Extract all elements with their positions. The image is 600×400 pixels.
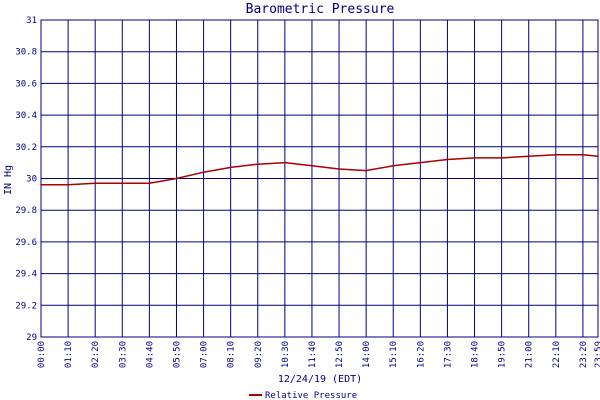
- y-tick-label: 30.2: [15, 143, 37, 153]
- legend-label: Relative Pressure: [265, 391, 357, 400]
- y-tick-label: 30: [26, 175, 37, 185]
- data-point: [555, 153, 557, 156]
- data-point: [582, 153, 584, 156]
- legend: Relative Pressure: [249, 391, 357, 400]
- x-tick-label: 08:10: [227, 341, 237, 368]
- x-tick-label: 17:30: [443, 341, 453, 368]
- x-tick-label: 21:00: [525, 341, 535, 368]
- data-point: [311, 165, 313, 167]
- series-line-relative-pressure: [41, 153, 599, 186]
- data-point: [365, 169, 367, 172]
- data-point: [121, 182, 124, 185]
- data-point: [229, 166, 232, 169]
- x-tick-label: 18:40: [471, 341, 481, 368]
- x-tick-label: 03:30: [118, 341, 128, 368]
- x-tick-label: 23:59: [594, 341, 600, 368]
- x-tick-label: 11:40: [308, 341, 318, 368]
- x-tick-label: 00:00: [37, 341, 47, 368]
- y-tick-label: 30.6: [15, 79, 37, 89]
- x-tick-label: 05:50: [172, 341, 182, 368]
- grid: [40, 19, 599, 338]
- y-tick-label: 29.6: [15, 238, 37, 248]
- series-layer: [40, 153, 599, 186]
- data-point: [392, 165, 395, 167]
- data-point: [446, 158, 449, 161]
- x-tick-label: 16:20: [416, 341, 426, 368]
- x-tick-label: 10:30: [281, 341, 291, 368]
- y-axis-label: IN Hg: [3, 165, 14, 195]
- data-point: [175, 177, 178, 180]
- data-point: [419, 161, 422, 164]
- x-tick-label: 02:20: [91, 341, 101, 368]
- x-axis-ticks: 00:00 01:10 02:20 03:30 04:40 05:50 07:00 08:10…: [37, 341, 600, 368]
- y-tick-label: 29.4: [15, 270, 37, 280]
- x-tick-label: 07:00: [200, 341, 210, 368]
- chart-title: Barometric Pressure: [246, 2, 395, 17]
- data-point: [527, 155, 530, 158]
- x-tick-label: 19:50: [498, 341, 508, 368]
- data-point: [473, 157, 476, 159]
- data-point: [284, 161, 286, 164]
- x-tick-label: 22:10: [552, 341, 562, 368]
- data-point: [338, 168, 340, 170]
- y-axis-ticks: 29 29.2 29.4 29.6 29.8 30 30.2 30.4 30.6 30.8 31: [15, 16, 37, 343]
- y-tick-label: 29: [26, 333, 37, 343]
- y-tick-label: 30.4: [15, 111, 37, 121]
- data-point: [94, 182, 96, 185]
- x-tick-label: 15:10: [389, 341, 399, 368]
- data-point: [256, 163, 259, 166]
- data-point: [67, 184, 69, 186]
- data-point: [500, 157, 503, 159]
- data-point: [597, 155, 599, 158]
- y-tick-label: 29.8: [15, 206, 37, 216]
- x-tick-label: 12:50: [335, 341, 345, 368]
- data-point: [40, 184, 42, 186]
- data-point: [148, 182, 151, 185]
- x-tick-label: 01:10: [64, 341, 74, 368]
- data-point: [202, 171, 205, 173]
- x-tick-label: 04:40: [145, 341, 155, 368]
- x-axis-label: 12/24/19 (EDT): [278, 374, 362, 385]
- x-tick-label: 23:20: [579, 341, 589, 368]
- y-tick-label: 29.2: [15, 301, 37, 311]
- x-tick-label: 09:20: [254, 341, 264, 368]
- x-tick-label: 14:00: [362, 341, 372, 368]
- y-tick-label: 31: [26, 16, 37, 26]
- y-tick-label: 30.8: [15, 48, 37, 58]
